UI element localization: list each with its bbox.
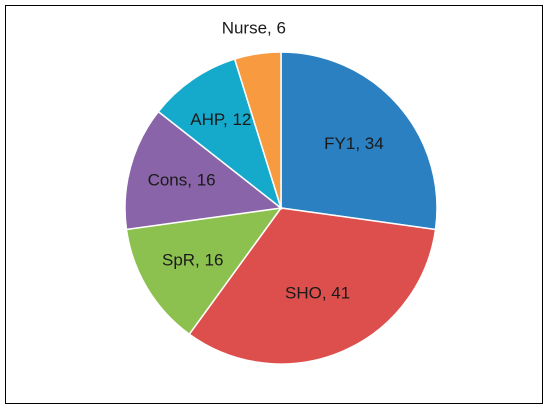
pie-slice-fy1	[280, 51, 438, 231]
pie-label-spr: SpR, 16	[162, 250, 223, 269]
pie-label-nurse: Nurse, 6	[222, 19, 286, 38]
pie-slice-sho	[188, 207, 437, 365]
pie-slice-nurse	[233, 51, 282, 209]
pie-label-cons: Cons, 16	[148, 171, 216, 190]
pie-label-ahp: AHP, 12	[190, 110, 251, 129]
pie-slice-cons	[124, 110, 283, 231]
pie-slice-spr	[125, 207, 283, 336]
pie-label-sho: SHO, 41	[285, 284, 350, 303]
pie-label-fy1: FY1, 34	[324, 134, 384, 153]
pie-slices	[124, 51, 438, 365]
pie-slice-ahp	[157, 58, 283, 211]
pie-labels: FY1, 34 SHO, 41 SpR, 16 Cons, 16 AHP, 12 Nurs…	[148, 19, 384, 303]
